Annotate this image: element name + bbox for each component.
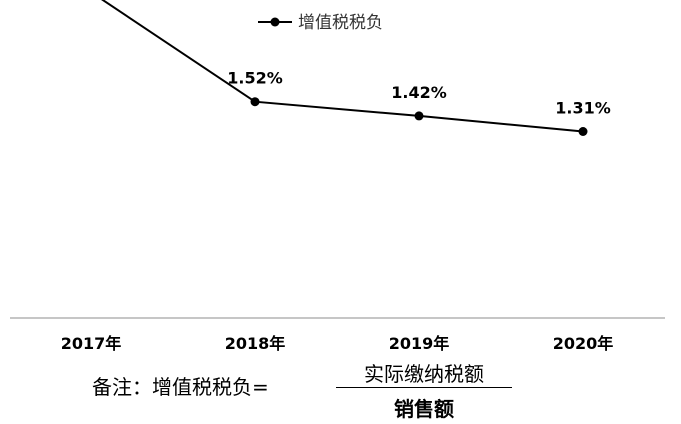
data-point-3: [414, 111, 424, 121]
note-prefix: 备注：增值税税负=: [92, 375, 269, 399]
note-numerator: 实际缴纳税额: [364, 362, 484, 386]
legend-label: 增值税税负: [298, 13, 383, 33]
data-point-2: [250, 97, 260, 107]
legend: 增值税税负: [258, 13, 383, 33]
data-label-2: 1.52%: [227, 69, 283, 88]
note-fraction: 实际缴纳税额 销售额: [336, 357, 512, 421]
formula-note: 备注：增值税税负= 实际缴纳税额 销售额: [0, 357, 681, 424]
x-tick-label-4: 2020年: [553, 334, 614, 353]
x-tick-label-3: 2019年: [389, 334, 450, 353]
data-label-3: 1.42%: [391, 83, 447, 102]
series-line: [101, 0, 584, 133]
data-label-4: 1.31%: [555, 99, 611, 118]
note-denominator: 销售额: [394, 397, 454, 421]
fraction-bar: [336, 387, 512, 388]
legend-dot-marker: [270, 17, 280, 27]
chart: 增值税税负 2.29%1.52%1.42%1.31%2017年2018年2019…: [10, 0, 665, 353]
x-tick-label-1: 2017年: [61, 334, 122, 353]
x-tick-label-2: 2018年: [225, 334, 286, 353]
data-point-4: [578, 127, 588, 136]
